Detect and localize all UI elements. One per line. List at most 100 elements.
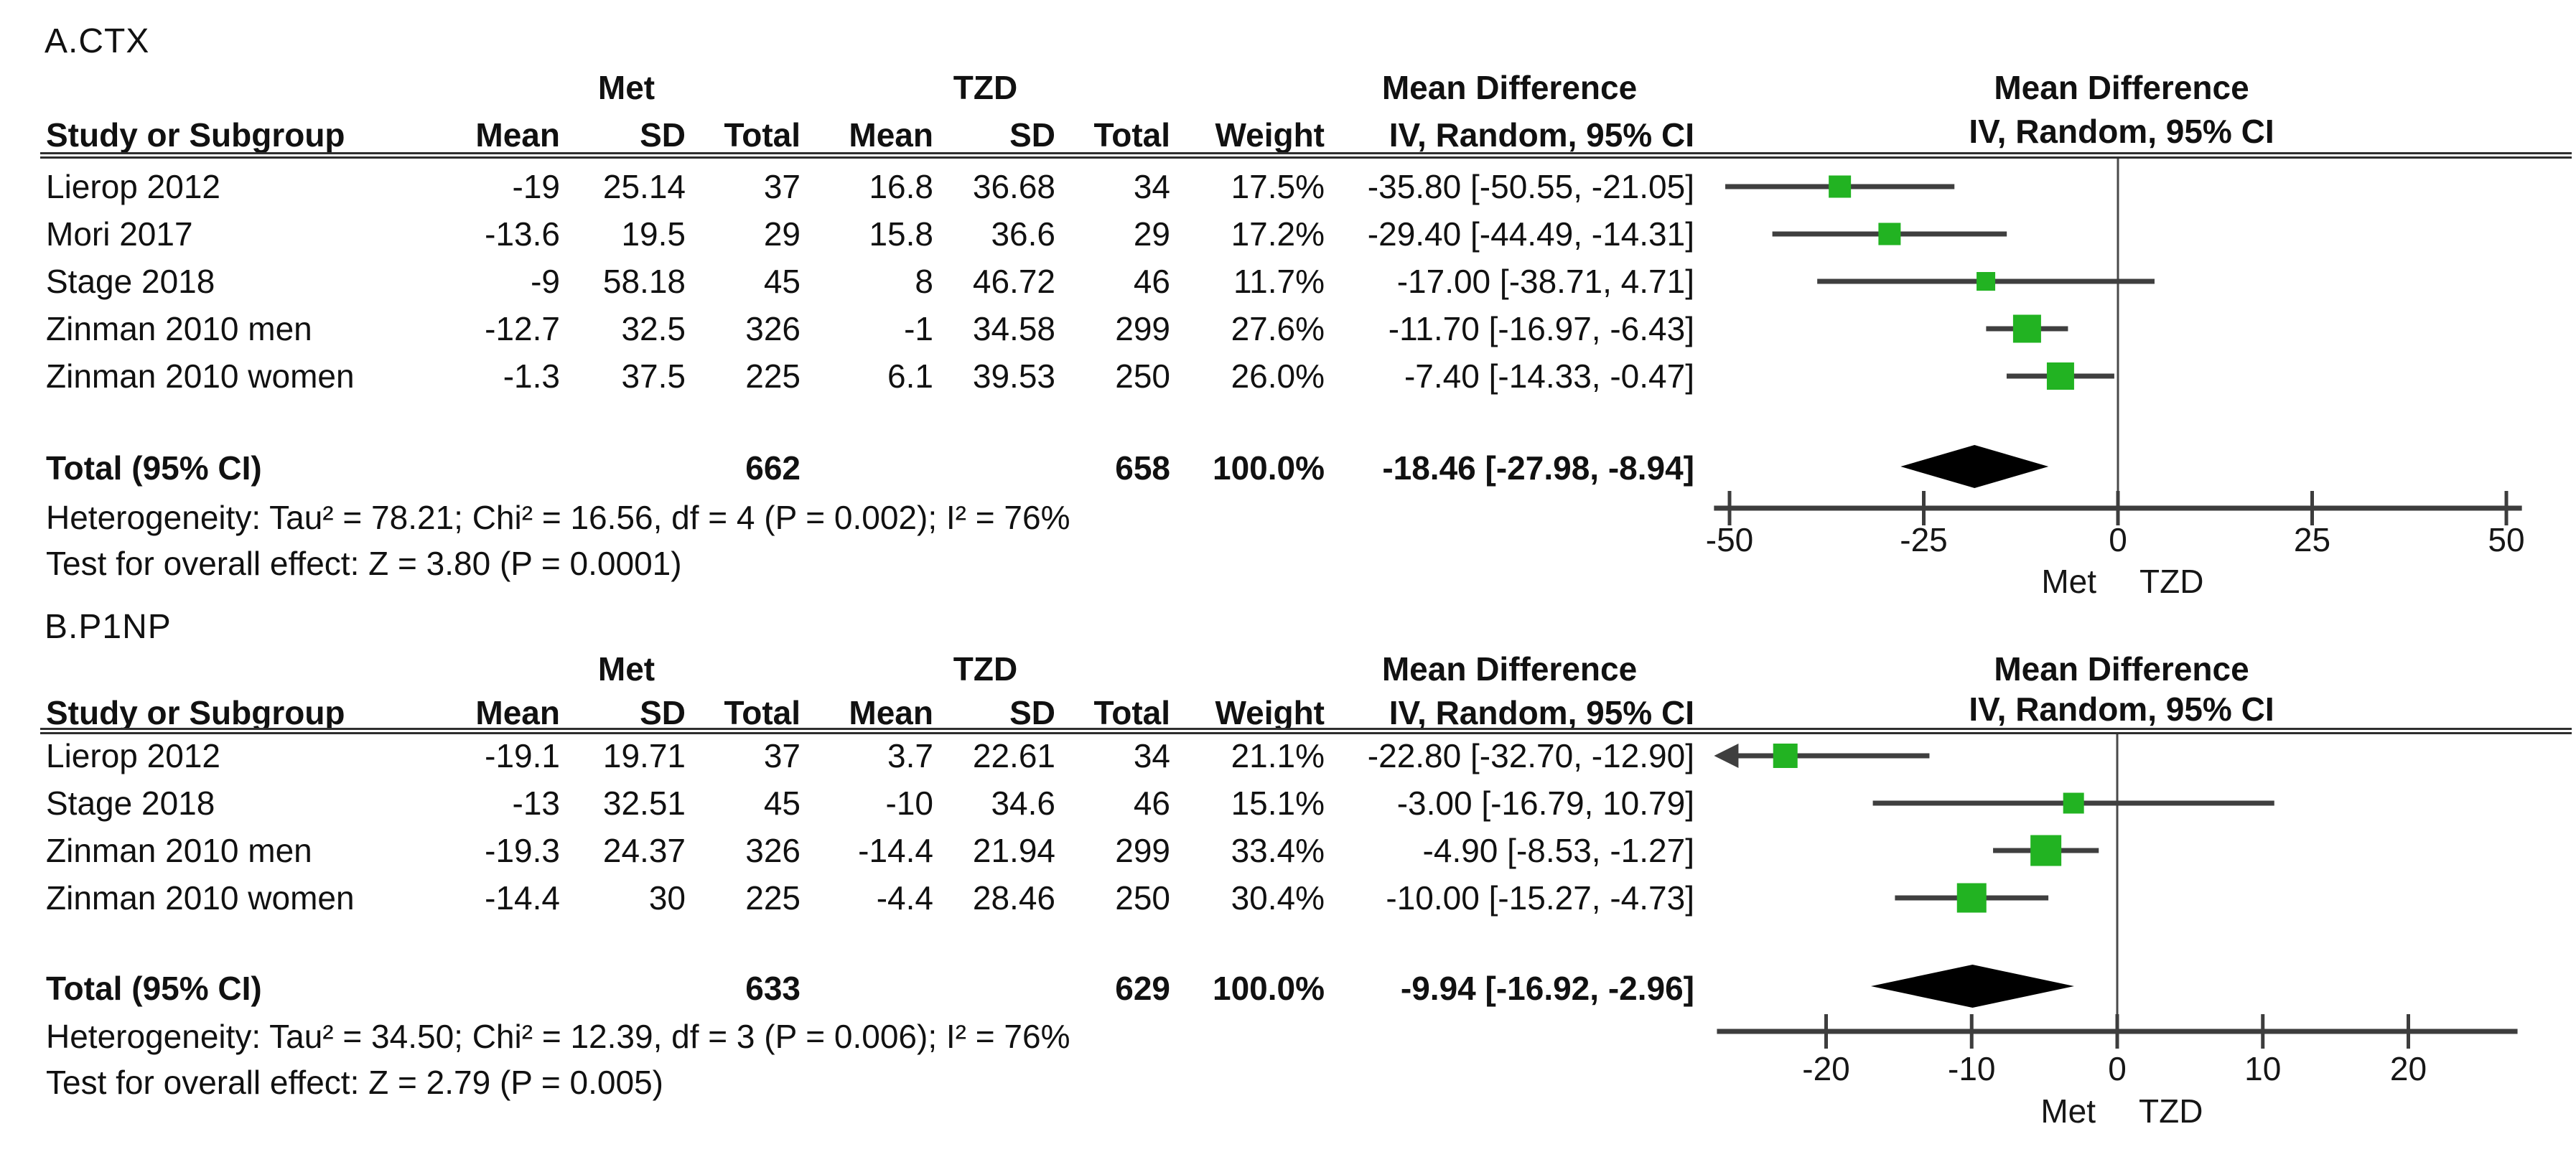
met-sd: 32.51 [602, 784, 686, 822]
effect-square [2012, 314, 2041, 343]
tzd-sd: 36.6 [991, 215, 1055, 253]
total-tzd-n: 658 [1115, 449, 1170, 487]
tick-label: -50 [1706, 521, 1753, 558]
study-name: Lierop 2012 [46, 168, 220, 205]
panel-b-plot-effect-header: Mean Difference [1994, 650, 2249, 688]
tzd-total: 46 [1133, 263, 1170, 300]
tzd-sd: 22.61 [972, 737, 1055, 774]
effect-square [1878, 222, 1901, 245]
met-total: 37 [763, 737, 801, 774]
met-sd: 58.18 [602, 263, 686, 300]
tzd-total: 299 [1115, 832, 1170, 869]
ci-text: -3.00 [-16.79, 10.79] [1396, 784, 1694, 822]
panel-a-plot-method-header: IV, Random, 95% CI [1969, 113, 2274, 150]
tick-label: -25 [1900, 521, 1947, 558]
col-header-met-sd: SD [640, 116, 686, 154]
panel-b-overall-effect-text: Test for overall effect: Z = 2.79 (P = 0… [46, 1064, 663, 1101]
study-name: Zinman 2010 women [46, 357, 355, 395]
weight: 11.7% [1233, 263, 1325, 300]
met-mean: -12.7 [485, 310, 560, 347]
tzd-sd: 34.58 [972, 310, 1055, 347]
study-name: Lierop 2012 [46, 737, 220, 774]
col-header-tzd-total: Total [1093, 116, 1170, 154]
met-mean: -19.3 [485, 832, 560, 869]
met-mean: -13.6 [485, 215, 560, 253]
favours-right-label: TZD [2139, 1092, 2203, 1130]
met-mean: -1.3 [503, 357, 560, 395]
panel-a-title: A.CTX [45, 22, 150, 60]
panel-b-plot-method-header: IV, Random, 95% CI [1969, 690, 2274, 728]
tzd-mean: 3.7 [887, 737, 933, 774]
study-name: Stage 2018 [46, 784, 215, 822]
total-weight: 100.0% [1212, 970, 1325, 1007]
col-header-tzd-mean: Mean [849, 116, 933, 154]
met-total: 225 [745, 357, 801, 395]
forest-plots-canvas: -50 -25 0 25 50 Met TZD -20 -10 0 10 20 Met TZD [1706, 159, 2525, 1130]
tzd-mean: -10 [885, 784, 933, 822]
effect-square [2063, 792, 2084, 814]
panel-a-header-rule [40, 152, 2572, 159]
met-sd: 19.5 [621, 215, 686, 253]
favours-right-label: TZD [2139, 563, 2203, 600]
panel-b-group-header-met: Met [597, 650, 655, 688]
total-met-n: 662 [745, 449, 801, 487]
effect-square [1977, 272, 1996, 291]
panel-b-heterogeneity-text: Heterogeneity: Tau² = 34.50; Chi² = 12.3… [46, 1018, 1070, 1055]
total-tzd-n: 629 [1115, 970, 1170, 1007]
total-ci-text: -9.94 [-16.92, -2.96] [1400, 970, 1694, 1007]
col-header-ci: IV, Random, 95% CI [1389, 694, 1694, 731]
met-sd: 24.37 [602, 832, 686, 869]
study-row: Zinman 2010 men -19.3 24.37 326 -14.4 21.94 29… [46, 827, 1694, 874]
ci-text: -17.00 [-38.71, 4.71] [1396, 263, 1694, 300]
tick-label: 10 [2244, 1050, 2281, 1087]
panel-b-header-rule [40, 728, 2572, 734]
tzd-mean: -4.4 [876, 879, 933, 917]
col-header-weight: Weight [1215, 116, 1325, 154]
panel-a-heterogeneity-text: Heterogeneity: Tau² = 78.21; Chi² = 16.5… [46, 499, 1070, 536]
tzd-sd: 34.6 [991, 784, 1055, 822]
tzd-total: 34 [1133, 737, 1170, 774]
weight: 17.2% [1231, 215, 1325, 253]
col-header-met-sd: SD [640, 694, 686, 731]
ci-text: -7.40 [-14.33, -0.47] [1404, 357, 1694, 395]
effect-square [1773, 744, 1798, 768]
panel-a-overall-effect-text: Test for overall effect: Z = 3.80 (P = 0… [46, 545, 682, 582]
col-header-met-total: Total [724, 116, 801, 154]
study-row: Zinman 2010 women -1.3 37.5 225 6.1 39.53 250 2… [46, 352, 1694, 400]
met-mean: -9 [531, 263, 560, 300]
col-header-tzd-mean: Mean [849, 694, 933, 731]
ci-text: -4.90 [-8.53, -1.27] [1422, 832, 1694, 869]
tzd-mean: 16.8 [869, 168, 933, 205]
weight: 30.4% [1231, 879, 1325, 917]
col-header-study: Study or Subgroup [46, 694, 345, 731]
study-name: Zinman 2010 women [46, 879, 355, 917]
ci-text: -11.70 [-16.97, -6.43] [1388, 310, 1694, 347]
tick-label: -10 [1948, 1050, 1995, 1087]
panel-a-column-header-row: Study or Subgroup Mean SD Total Mean SD … [46, 111, 1694, 159]
study-row: Stage 2018 -13 32.51 45 -10 34.6 46 15.1% -3.00 … [46, 779, 1694, 827]
col-header-met-total: Total [724, 694, 801, 731]
col-header-tzd-total: Total [1093, 694, 1170, 731]
met-total: 326 [745, 832, 801, 869]
pooled-diamond [1870, 965, 2074, 1008]
panel-a-plot-effect-header: Mean Difference [1994, 69, 2249, 106]
tzd-sd: 21.94 [972, 832, 1055, 869]
tzd-total: 29 [1133, 215, 1170, 253]
panel-b-group-header-tzd: TZD [953, 650, 1018, 688]
col-header-tzd-sd: SD [1009, 694, 1055, 731]
total-label: Total (95% CI) [46, 449, 262, 487]
weight: 27.6% [1231, 310, 1325, 347]
col-header-ci: IV, Random, 95% CI [1389, 116, 1694, 154]
ci-text: -10.00 [-15.27, -4.73] [1386, 879, 1694, 917]
met-total: 37 [763, 168, 801, 205]
tzd-total: 250 [1115, 879, 1170, 917]
panel-a-group-header-tzd: TZD [953, 69, 1018, 106]
col-header-weight: Weight [1215, 694, 1325, 731]
study-row: Stage 2018 -9 58.18 45 8 46.72 46 11.7% -17.00 [… [46, 258, 1694, 305]
ci-arrow-left [1714, 744, 1739, 768]
weight: 15.1% [1231, 784, 1325, 822]
total-weight: 100.0% [1212, 449, 1325, 487]
study-row: Lierop 2012 -19.1 19.71 37 3.7 22.61 34 21.1% -2… [46, 732, 1694, 779]
col-header-study: Study or Subgroup [46, 116, 345, 154]
